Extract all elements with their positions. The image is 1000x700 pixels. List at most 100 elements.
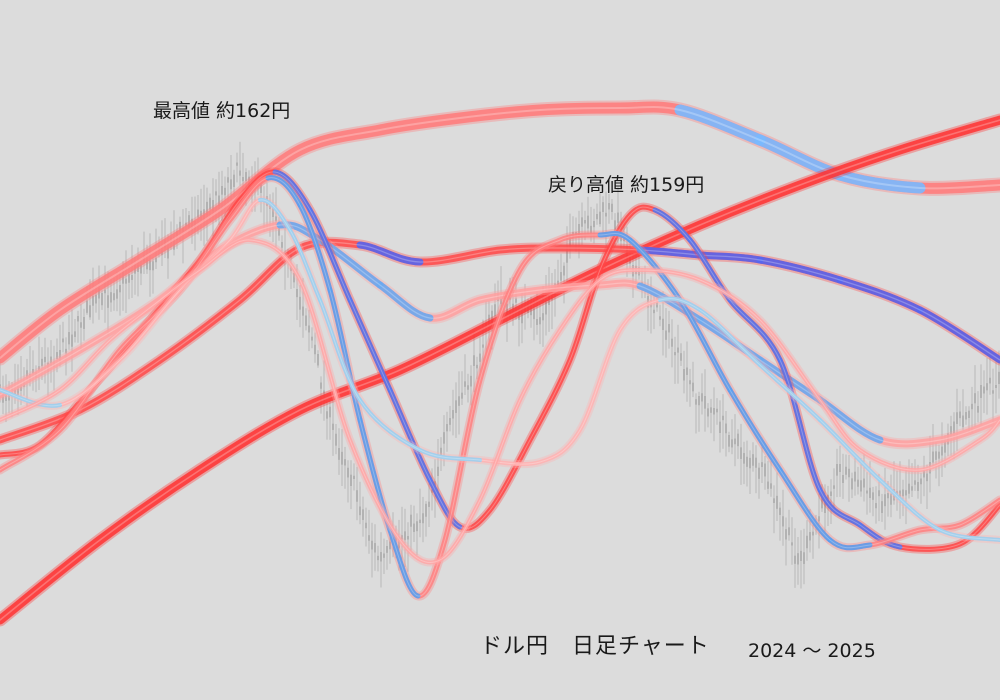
- candle-body: [422, 513, 424, 524]
- candle-body: [797, 553, 799, 565]
- candle-body: [470, 375, 472, 387]
- series-down-segment: [938, 528, 1000, 542]
- candle-body: [593, 221, 595, 228]
- candle-body: [500, 295, 502, 304]
- candle-body: [986, 383, 988, 391]
- series-down-segment: [627, 237, 683, 303]
- candle-body: [311, 336, 313, 341]
- candle-body: [827, 494, 829, 503]
- candle-body: [146, 258, 148, 270]
- candle-body: [323, 390, 325, 394]
- candle-body: [914, 480, 916, 485]
- series-down-segment: [652, 207, 693, 243]
- candle-body: [749, 457, 751, 469]
- candle-body: [83, 317, 85, 329]
- chart-title: ドル円 日足チャート: [480, 634, 710, 659]
- candle-body: [488, 314, 490, 325]
- candle-body: [809, 532, 811, 541]
- candle-body: [686, 367, 688, 375]
- candle-body: [944, 441, 946, 453]
- series-down-segment: [258, 197, 292, 232]
- candle-body: [848, 468, 850, 478]
- candle-body: [188, 215, 190, 228]
- series-down-segment: [272, 169, 313, 213]
- series-down-segment: [318, 298, 362, 402]
- candle-body: [917, 482, 919, 491]
- candle-body: [938, 451, 940, 459]
- candle-body: [758, 467, 760, 479]
- candle-body: [806, 535, 808, 549]
- candle-body: [2, 392, 4, 403]
- annotation-rebound-high: 戻り高値 約159円: [548, 174, 705, 196]
- candle-body: [398, 537, 400, 549]
- candle-body: [785, 529, 787, 540]
- candle-body: [545, 302, 547, 315]
- candle-body: [374, 543, 376, 553]
- candle-body: [308, 325, 310, 333]
- candle-body: [788, 527, 790, 536]
- series-down-segment: [356, 241, 424, 266]
- candle-body: [425, 503, 427, 517]
- candle-body: [980, 385, 982, 398]
- candle-body: [299, 296, 301, 310]
- candle-body: [431, 489, 433, 493]
- candle-body: [413, 523, 415, 532]
- candle-body: [857, 479, 859, 487]
- candle-body: [350, 474, 352, 486]
- candle-body: [38, 366, 40, 371]
- candle-body: [866, 490, 868, 494]
- candle-body: [851, 478, 853, 490]
- candle-body: [521, 311, 523, 324]
- series-down-segment: [658, 296, 702, 312]
- candle-body: [596, 214, 598, 220]
- candle-body: [20, 384, 22, 391]
- candle-body: [119, 285, 121, 293]
- candle-body: [830, 491, 832, 496]
- candle-body: [161, 250, 163, 256]
- candle-body: [464, 381, 466, 387]
- candle-body: [956, 412, 958, 424]
- candle-body: [314, 344, 316, 355]
- candle-body: [698, 396, 700, 406]
- series-down-segment: [696, 251, 764, 264]
- candle-body: [800, 550, 802, 561]
- candle-body: [239, 170, 241, 176]
- candle-body: [743, 453, 745, 464]
- series-down-segment: [387, 387, 433, 483]
- candle-body: [338, 448, 340, 460]
- candle-body: [920, 478, 922, 485]
- candle-body: [836, 464, 838, 476]
- candle-body: [125, 278, 127, 284]
- candle-body: [149, 260, 151, 271]
- candle-body: [761, 462, 763, 467]
- candle-body: [833, 485, 835, 489]
- series-down-segment: [727, 387, 783, 473]
- candle-body: [443, 432, 445, 444]
- series-down-segment: [636, 246, 704, 259]
- candle-body: [449, 418, 451, 425]
- candle-body: [584, 220, 586, 224]
- series-down-segment: [878, 478, 942, 532]
- candle-body: [932, 451, 934, 463]
- candle-body: [476, 364, 478, 369]
- candle-body: [467, 385, 469, 390]
- candle-body: [41, 358, 43, 367]
- candle-body: [998, 371, 1000, 384]
- candle-body: [971, 403, 973, 410]
- candle-body: [122, 270, 124, 284]
- candle-body: [602, 202, 604, 212]
- candle-body: [437, 466, 439, 476]
- candle-body: [236, 162, 238, 166]
- candle-body: [218, 195, 220, 206]
- candle-body: [179, 221, 181, 232]
- candle-body: [668, 324, 670, 333]
- candle-body: [296, 289, 298, 298]
- candle-body: [773, 498, 775, 503]
- candle-body: [131, 275, 133, 280]
- candle-body: [899, 490, 901, 500]
- series-down-segment: [857, 522, 903, 550]
- candle-body: [101, 293, 103, 306]
- candle-body: [791, 542, 793, 546]
- candle-body: [515, 298, 517, 303]
